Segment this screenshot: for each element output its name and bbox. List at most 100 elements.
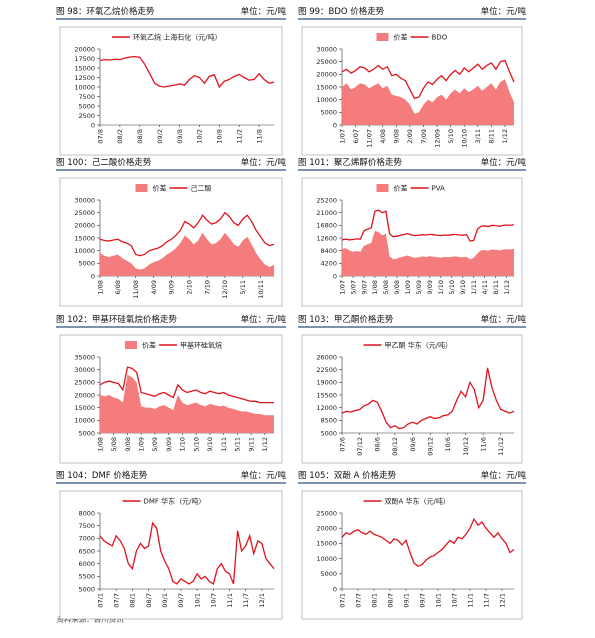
y-tick-label: 20000 <box>74 222 95 230</box>
y-tick-label: 7000 <box>78 535 95 543</box>
x-tick-label: 08/8 <box>136 129 144 144</box>
x-tick-label: 08/2 <box>116 129 124 144</box>
y-tick-label: 10000 <box>74 247 95 255</box>
unit-label: 单位：元/吨 <box>241 157 287 168</box>
x-tick-label: 08/1 <box>370 593 378 608</box>
x-tick-label: 11/08 <box>132 280 140 299</box>
y-tick-label: 22500 <box>316 366 337 374</box>
y-tick-label: 4200 <box>320 260 337 268</box>
legend-label: 价差 <box>142 341 156 350</box>
chart-frame <box>59 26 283 156</box>
x-tick-label: 11/7 <box>482 593 490 608</box>
area-series <box>100 374 274 433</box>
y-tick-label: 16800 <box>316 222 337 230</box>
figure-title: 图 100：己二酸价格走势 <box>56 157 152 168</box>
y-tick-label: 7500 <box>78 93 95 101</box>
x-tick-label: 7/10 <box>203 280 211 295</box>
y-tick-label: 30000 <box>316 45 337 53</box>
y-tick-label: 10000 <box>316 96 337 104</box>
x-tick-label: 10/7 <box>210 593 218 608</box>
unit-label: 单位：元/吨 <box>481 157 527 168</box>
line-series <box>341 517 515 567</box>
y-tick-label: 8400 <box>320 247 337 255</box>
x-tick-label: 11/6 <box>479 437 487 452</box>
x-tick-label: 12/1 <box>498 593 506 608</box>
x-tick-label: 1/08 <box>96 437 104 452</box>
x-tick-label: 5/11 <box>234 437 242 452</box>
x-tick-label: 6/07 <box>352 129 360 144</box>
y-tick-label: 5000 <box>320 109 337 117</box>
y-tick-label: 0 <box>333 272 337 280</box>
unit-label: 单位：元/吨 <box>241 6 287 17</box>
x-tick-label: 10/6 <box>444 437 452 452</box>
x-tick-label: 8/11 <box>492 280 500 295</box>
x-tick-label: 2/09 <box>406 129 414 144</box>
legend-label: 价差 <box>153 184 167 193</box>
legend-label: 甲基环硅氧烷 <box>180 341 222 350</box>
x-tick-label: 5/10 <box>448 280 456 295</box>
x-tick-label: 1/07 <box>338 129 346 144</box>
x-tick-label: 9/07 <box>360 280 368 295</box>
figure-title: 图 98：环氧乙烷价格走势 <box>56 6 155 17</box>
figure-title: 图 101：聚乙烯醇价格走势 <box>298 157 402 168</box>
area-series <box>100 232 274 276</box>
x-tick-label: 07/12 <box>356 437 364 456</box>
chart-panel: 图 102：甲基环硅氧烷价格走势 单位：元/吨价差 甲基环硅氧烷 5000 10000 1… <box>56 314 286 464</box>
x-tick-label: 11/07 <box>365 129 373 148</box>
chart-panel: 图 100：己二酸价格走势 单位：元/吨价差 己二酸 0 5000 10000 15000 2… <box>56 157 287 307</box>
y-tick-label: 6000 <box>78 560 95 568</box>
y-tick-label: 5000 <box>78 102 95 110</box>
y-tick-label: 5000 <box>78 429 95 437</box>
y-tick-label: 10000 <box>74 83 95 91</box>
x-tick-label: 10/10 <box>461 129 469 148</box>
x-tick-label: 07/1 <box>96 593 104 608</box>
x-tick-label: 09/7 <box>177 593 185 608</box>
y-tick-label: 15500 <box>316 391 337 399</box>
x-tick-label: 08/6 <box>374 437 382 452</box>
figure-title: 图 104：DMF 价格走势 <box>56 470 148 481</box>
y-tick-label: 12500 <box>74 74 95 82</box>
line-series <box>99 55 275 89</box>
legend-swatch <box>135 184 148 192</box>
x-tick-label: 9/11 <box>247 437 255 452</box>
area-series <box>342 79 514 125</box>
legend-swatch <box>376 33 389 41</box>
x-tick-label: 1/09 <box>404 280 412 295</box>
x-tick-label: 11/12 <box>497 437 505 456</box>
y-tick-label: 5000 <box>320 429 337 437</box>
x-tick-label: 5/11 <box>239 280 247 295</box>
legend-label: 价差 <box>394 184 408 193</box>
y-tick-label: 30000 <box>74 366 95 374</box>
y-tick-label: 25200 <box>316 196 337 204</box>
y-tick-label: 5500 <box>78 573 95 581</box>
x-tick-label: 07/8 <box>96 129 104 144</box>
x-tick-label: 4/11 <box>481 280 489 295</box>
x-tick-label: 1/10 <box>179 437 187 452</box>
x-tick-label: 12/09 <box>433 129 441 148</box>
y-tick-label: 5000 <box>320 570 337 578</box>
y-tick-label: 5000 <box>78 585 95 593</box>
x-tick-label: 09/1 <box>161 593 169 608</box>
chart-frame <box>301 177 523 307</box>
y-tick-label: 20000 <box>74 391 95 399</box>
x-tick-label: 4/08 <box>379 129 387 144</box>
chart-panel: 图 99：BDO 价格走势 单位：元/吨价差 BDO 0 5000 10000 15000 2… <box>298 6 526 156</box>
x-tick-label: 09/12 <box>427 437 435 456</box>
y-tick-label: 10000 <box>74 417 95 425</box>
x-tick-label: 1/11 <box>220 437 228 452</box>
x-tick-label: 1/12 <box>501 129 509 144</box>
y-tick-label: 12000 <box>316 404 337 412</box>
x-tick-label: 5/07 <box>349 280 357 295</box>
x-tick-label: 10/12 <box>462 437 470 456</box>
legend-label: 价差 <box>394 33 408 42</box>
x-tick-label: 9/08 <box>393 280 401 295</box>
y-tick-label: 21000 <box>316 209 337 217</box>
y-tick-label: 5000 <box>78 260 95 268</box>
x-tick-label: 10/1 <box>434 593 442 608</box>
x-tick-label: 1/12 <box>261 437 269 452</box>
x-tick-label: 5/08 <box>110 437 118 452</box>
y-tick-label: 8000 <box>78 509 95 517</box>
chart-panel: 图 101：聚乙烯醇价格走势 单位：元/吨价差 PVA 0 4200 8400 12600 1… <box>298 157 527 307</box>
x-tick-label: 1/09 <box>138 437 146 452</box>
